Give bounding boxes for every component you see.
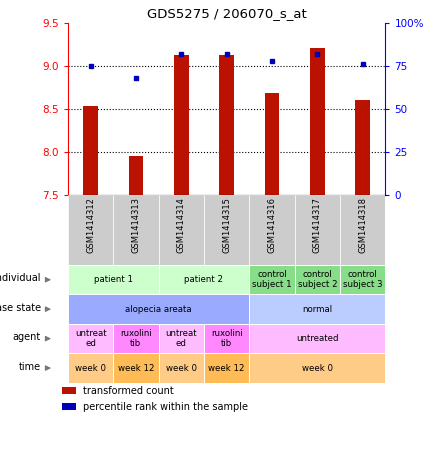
- Bar: [68, 294, 249, 324]
- Text: percentile rank within the sample: percentile rank within the sample: [83, 402, 247, 412]
- Bar: [249, 324, 385, 353]
- Bar: [113, 195, 159, 265]
- Text: ruxolini
tib: ruxolini tib: [120, 329, 152, 348]
- Bar: [265, 93, 279, 195]
- Bar: [340, 265, 385, 294]
- Bar: [356, 100, 370, 195]
- Bar: [249, 353, 385, 383]
- Text: disease state: disease state: [0, 303, 41, 313]
- Text: untreat
ed: untreat ed: [166, 329, 197, 348]
- Bar: [68, 353, 113, 383]
- Text: control
subject 2: control subject 2: [297, 270, 337, 289]
- Text: GSM1414314: GSM1414314: [177, 197, 186, 253]
- Text: patient 2: patient 2: [184, 275, 223, 284]
- Bar: [310, 48, 325, 195]
- Bar: [204, 353, 249, 383]
- Bar: [249, 265, 295, 294]
- Bar: [113, 353, 159, 383]
- Bar: [159, 353, 204, 383]
- Text: week 12: week 12: [208, 364, 245, 372]
- Text: transformed count: transformed count: [83, 386, 173, 396]
- Bar: [68, 265, 159, 294]
- Bar: [295, 265, 340, 294]
- Bar: [159, 265, 249, 294]
- Text: week 0: week 0: [166, 364, 197, 372]
- Title: GDS5275 / 206070_s_at: GDS5275 / 206070_s_at: [147, 7, 307, 20]
- Text: normal: normal: [302, 305, 332, 313]
- Bar: [219, 55, 234, 195]
- Text: week 0: week 0: [75, 364, 106, 372]
- Bar: [204, 324, 249, 353]
- Text: ruxolini
tib: ruxolini tib: [211, 329, 243, 348]
- Bar: [249, 195, 295, 265]
- Bar: [204, 195, 249, 265]
- Bar: [68, 324, 113, 353]
- Bar: [159, 324, 204, 353]
- Bar: [63, 404, 76, 410]
- Text: patient 1: patient 1: [94, 275, 133, 284]
- Text: untreat
ed: untreat ed: [75, 329, 106, 348]
- Text: control
subject 1: control subject 1: [252, 270, 292, 289]
- Bar: [159, 195, 204, 265]
- Text: week 12: week 12: [118, 364, 154, 372]
- Bar: [340, 195, 385, 265]
- Bar: [129, 156, 143, 195]
- Text: time: time: [18, 361, 41, 371]
- Bar: [113, 324, 159, 353]
- Bar: [63, 387, 76, 394]
- Text: individual: individual: [0, 273, 41, 283]
- Text: alopecia areata: alopecia areata: [125, 305, 192, 313]
- Text: untreated: untreated: [296, 334, 339, 343]
- Bar: [295, 195, 340, 265]
- Text: agent: agent: [13, 332, 41, 342]
- Bar: [68, 195, 113, 265]
- Text: GSM1414315: GSM1414315: [222, 197, 231, 253]
- Bar: [249, 294, 385, 324]
- Text: control
subject 3: control subject 3: [343, 270, 382, 289]
- Text: GSM1414312: GSM1414312: [86, 197, 95, 253]
- Text: GSM1414313: GSM1414313: [131, 197, 141, 253]
- Bar: [83, 106, 98, 195]
- Text: GSM1414318: GSM1414318: [358, 197, 367, 253]
- Text: GSM1414316: GSM1414316: [268, 197, 276, 253]
- Text: week 0: week 0: [302, 364, 333, 372]
- Text: GSM1414317: GSM1414317: [313, 197, 322, 253]
- Bar: [174, 55, 189, 195]
